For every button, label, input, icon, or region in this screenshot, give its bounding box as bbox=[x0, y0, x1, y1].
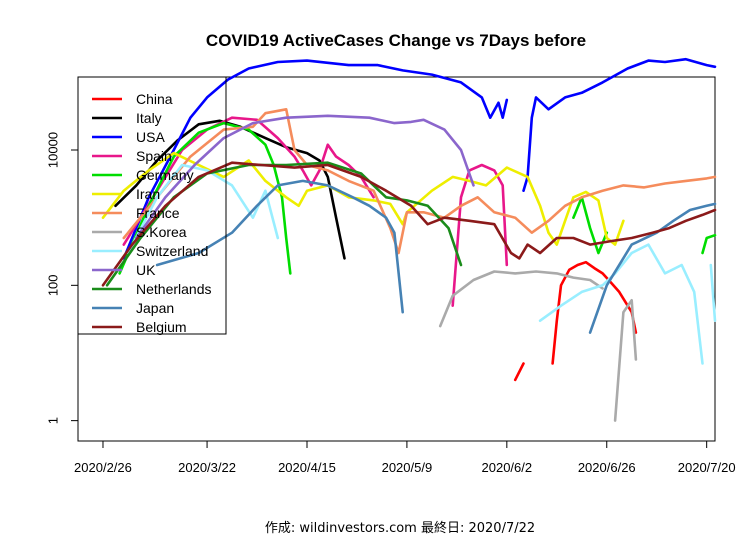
legend-item: Italy bbox=[92, 110, 162, 126]
series-line bbox=[126, 163, 717, 365]
legend-item: USA bbox=[92, 129, 165, 145]
x-tick-label: 2020/4/15 bbox=[278, 460, 336, 475]
series-spain bbox=[122, 116, 509, 307]
series-line bbox=[135, 114, 475, 240]
legend-item: China bbox=[92, 91, 173, 107]
legend: China Italy USA Spain Germany Iran France S.Kor… bbox=[77, 76, 227, 335]
y-tick-label: 100 bbox=[45, 274, 60, 296]
series-group bbox=[101, 57, 717, 422]
legend-label: Germany bbox=[136, 167, 194, 183]
x-tick-label: 2020/3/22 bbox=[178, 460, 236, 475]
legend-label: Japan bbox=[136, 300, 174, 316]
series-line bbox=[101, 161, 717, 287]
x-axis: 2020/2/26 2020/3/22 2020/4/15 2020/5/9 2020/… bbox=[74, 440, 736, 475]
series-belgium bbox=[101, 161, 717, 287]
legend-item: France bbox=[92, 205, 180, 221]
series-switzerland bbox=[126, 163, 717, 365]
legend-label: Italy bbox=[136, 110, 162, 126]
legend-label: S.Korea bbox=[136, 224, 187, 240]
x-tick-label: 2020/5/9 bbox=[382, 460, 433, 475]
legend-label: Netherlands bbox=[136, 281, 212, 297]
legend-label: China bbox=[136, 91, 173, 107]
series-uk bbox=[135, 114, 475, 240]
y-axis: 1 100 10000 bbox=[45, 132, 79, 424]
x-tick-label: 2020/7/20 bbox=[678, 460, 736, 475]
legend-box bbox=[77, 76, 227, 335]
series-usa bbox=[122, 57, 717, 260]
legend-label: UK bbox=[136, 262, 156, 278]
y-tick-label: 10000 bbox=[45, 132, 60, 168]
legend-label: France bbox=[136, 205, 180, 221]
series-line bbox=[118, 121, 717, 275]
series-line bbox=[122, 116, 509, 307]
series-s-korea bbox=[438, 270, 638, 422]
legend-item: UK bbox=[92, 262, 156, 278]
x-tick-label: 2020/6/2 bbox=[482, 460, 533, 475]
x-tick-label: 2020/2/26 bbox=[74, 460, 132, 475]
legend-item: Japan bbox=[92, 300, 174, 316]
legend-item: Iran bbox=[92, 186, 160, 202]
legend-label: Switzerland bbox=[136, 243, 208, 259]
legend-label: Iran bbox=[136, 186, 160, 202]
legend-item: Belgium bbox=[92, 319, 187, 335]
chart-title: COVID19 ActiveCases Change vs 7Days befo… bbox=[206, 31, 586, 50]
series-france bbox=[122, 108, 717, 255]
y-tick-label: 1 bbox=[45, 417, 60, 424]
legend-item: Germany bbox=[92, 167, 194, 183]
series-china bbox=[513, 260, 638, 382]
series-line bbox=[513, 260, 638, 382]
legend-item: Spain bbox=[92, 148, 172, 164]
series-line bbox=[122, 108, 717, 255]
legend-item: Switzerland bbox=[92, 243, 208, 259]
legend-label: USA bbox=[136, 129, 165, 145]
series-line bbox=[438, 270, 638, 422]
legend-item: S.Korea bbox=[92, 224, 187, 240]
x-tick-label: 2020/6/26 bbox=[578, 460, 636, 475]
legend-item: Netherlands bbox=[92, 281, 212, 297]
series-line bbox=[122, 57, 717, 260]
series-germany bbox=[118, 121, 717, 275]
legend-label: Spain bbox=[136, 148, 172, 164]
chart-credit: 作成: wildinvestors.com 最終日: 2020/7/22 bbox=[265, 520, 535, 536]
legend-label: Belgium bbox=[136, 319, 187, 335]
